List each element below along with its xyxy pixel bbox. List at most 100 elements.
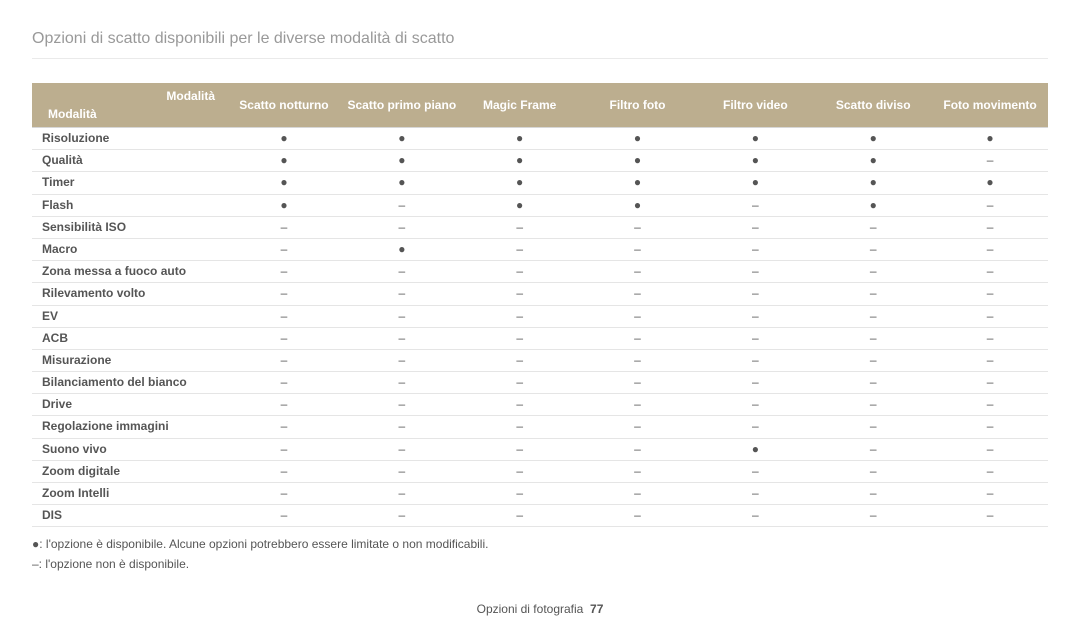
row-label: Regolazione immagini [32,416,225,438]
cell: – [696,261,814,283]
row-label: Zoom Intelli [32,483,225,505]
table-row: Zoom Intelli––––––– [32,483,1048,505]
cell: ● [579,128,697,150]
cell: – [343,216,461,238]
cell: – [814,261,932,283]
cell: – [932,283,1048,305]
footer-section: Opzioni di fotografia [477,602,584,616]
cell: – [696,216,814,238]
cell: – [814,394,932,416]
cell: – [814,483,932,505]
table-row: ACB––––––– [32,327,1048,349]
cell: – [579,349,697,371]
column-header: Scatto primo piano [343,83,461,128]
cell: – [932,505,1048,527]
cell: – [579,238,697,260]
cell: ● [461,194,579,216]
cell: – [461,416,579,438]
cell: – [696,305,814,327]
row-label: Zona messa a fuoco auto [32,261,225,283]
row-label: Suono vivo [32,438,225,460]
cell: – [579,327,697,349]
footer-page-number: 77 [590,602,603,616]
cell: – [225,416,343,438]
cell: – [461,305,579,327]
cell: – [461,505,579,527]
cell: – [696,394,814,416]
cell: – [225,483,343,505]
row-label: Drive [32,394,225,416]
cell: – [343,438,461,460]
cell: – [579,394,697,416]
cell: – [343,372,461,394]
page-title: Opzioni di scatto disponibili per le div… [32,30,1048,59]
cell: ● [225,150,343,172]
cell: – [696,416,814,438]
table-row: Macro–●––––– [32,238,1048,260]
cell: – [932,305,1048,327]
cell: ● [343,172,461,194]
cell: – [579,372,697,394]
cell: – [343,483,461,505]
header-bottom-label: Modalità [42,105,221,121]
legend-line-2: –: l'opzione non è disponibile. [32,555,1048,574]
cell: – [461,283,579,305]
legend-line-1: ●: l'opzione è disponibile. Alcune opzio… [32,535,1048,554]
cell: – [461,261,579,283]
cell: – [343,261,461,283]
cell: ● [225,128,343,150]
cell: ● [814,150,932,172]
cell: – [579,483,697,505]
cell: – [932,460,1048,482]
column-header: Scatto diviso [814,83,932,128]
row-label: EV [32,305,225,327]
cell: – [932,416,1048,438]
page-footer: Opzioni di fotografia 77 [0,602,1080,616]
cell: – [814,216,932,238]
cell: ● [579,150,697,172]
cell: – [814,460,932,482]
row-label: Sensibilità ISO [32,216,225,238]
table-row: Regolazione immagini––––––– [32,416,1048,438]
table-row: Sensibilità ISO––––––– [32,216,1048,238]
cell: – [343,349,461,371]
column-header: Filtro video [696,83,814,128]
cell: – [932,483,1048,505]
table-row: Misurazione––––––– [32,349,1048,371]
cell: ● [932,128,1048,150]
cell: – [461,327,579,349]
column-header: Foto movimento [932,83,1048,128]
cell: – [225,305,343,327]
cell: – [932,238,1048,260]
table-row: Flash●–●●–●– [32,194,1048,216]
cell: – [814,372,932,394]
cell: ● [461,172,579,194]
cell: – [814,327,932,349]
table-row: EV––––––– [32,305,1048,327]
row-label: DIS [32,505,225,527]
cell: – [343,327,461,349]
column-header: Scatto notturno [225,83,343,128]
row-label: Qualità [32,150,225,172]
cell: – [461,483,579,505]
cell: – [225,372,343,394]
legend: ●: l'opzione è disponibile. Alcune opzio… [32,535,1048,573]
cell: – [461,460,579,482]
cell: ● [696,438,814,460]
cell: ● [461,128,579,150]
cell: – [696,483,814,505]
cell: ● [579,172,697,194]
cell: – [932,349,1048,371]
cell: – [343,416,461,438]
cell: – [579,505,697,527]
row-label: Zoom digitale [32,460,225,482]
cell: – [932,372,1048,394]
cell: – [814,349,932,371]
cell: – [814,505,932,527]
table-row: Rilevamento volto––––––– [32,283,1048,305]
cell: – [932,216,1048,238]
cell: ● [225,172,343,194]
cell: – [932,150,1048,172]
cell: ● [343,238,461,260]
cell: – [225,283,343,305]
